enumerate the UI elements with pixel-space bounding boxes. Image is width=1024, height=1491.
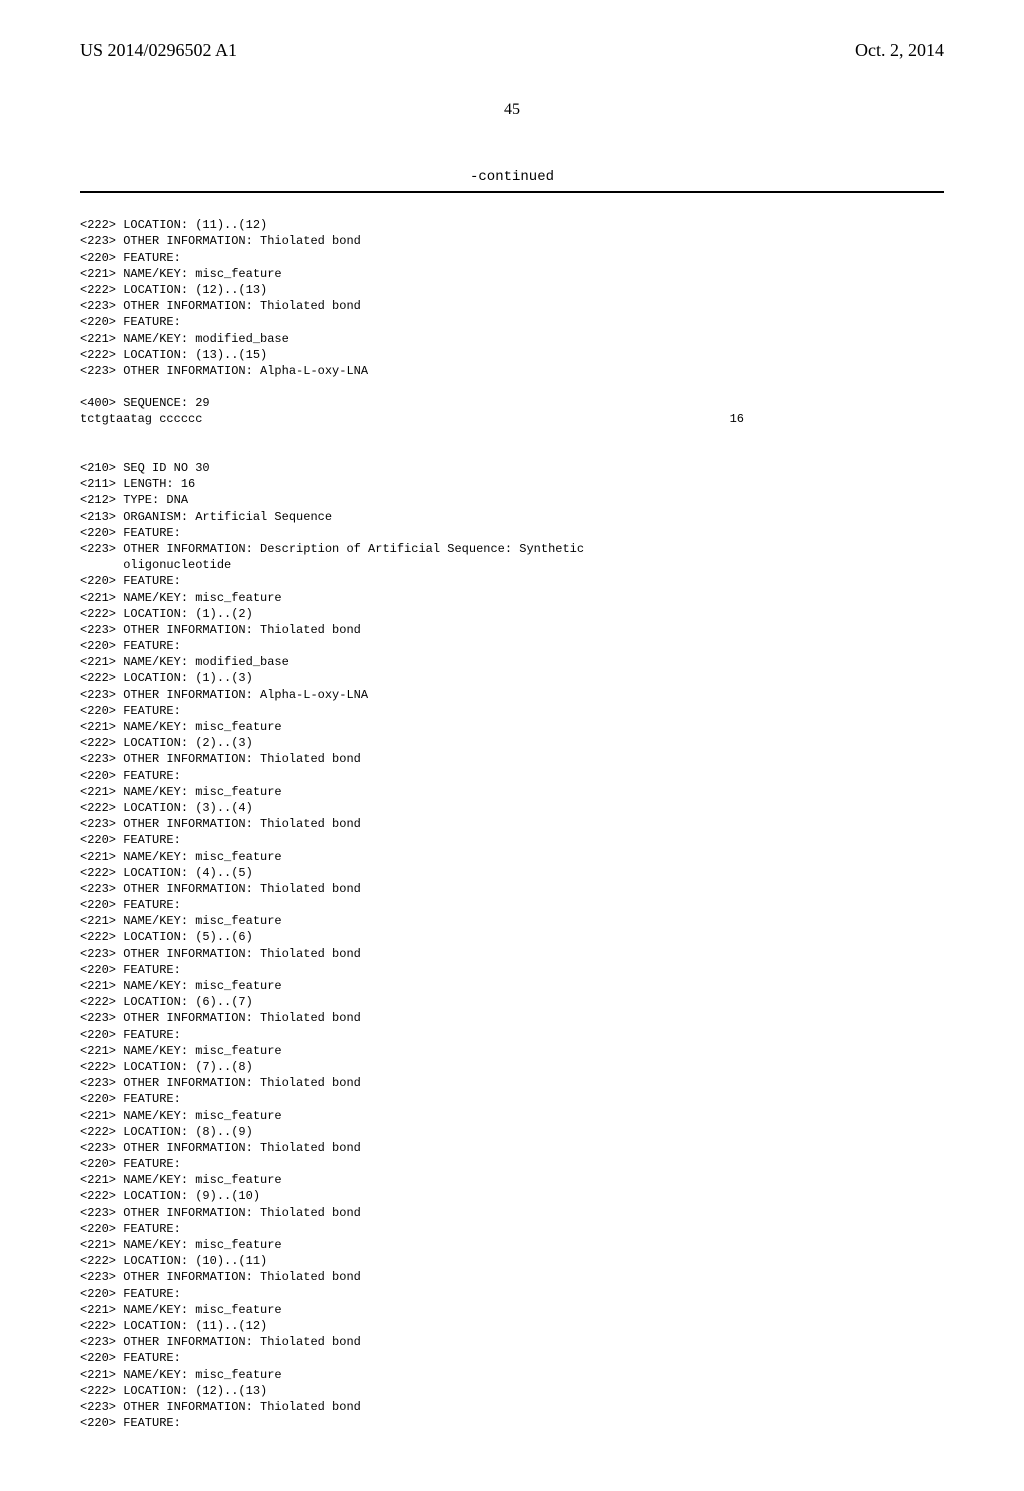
line: <222> LOCATION: (12)..(13) <box>80 283 267 297</box>
publication-number: US 2014/0296502 A1 <box>80 40 237 61</box>
line: <221> NAME/KEY: misc_feature <box>80 591 282 605</box>
line: <222> LOCATION: (1)..(2) <box>80 607 253 621</box>
line: <223> OTHER INFORMATION: Alpha-L-oxy-LNA <box>80 688 368 702</box>
line: <221> NAME/KEY: misc_feature <box>80 1173 282 1187</box>
line: <223> OTHER INFORMATION: Thiolated bond <box>80 623 361 637</box>
sequence-listing: <210> SEQ ID NO 30 <211> LENGTH: 16 <212… <box>80 428 944 1432</box>
line: <223> OTHER INFORMATION: Thiolated bond <box>80 1335 361 1349</box>
line: <220> FEATURE: <box>80 251 181 265</box>
line: <220> FEATURE: <box>80 315 181 329</box>
line: <221> NAME/KEY: misc_feature <box>80 979 282 993</box>
line: <220> FEATURE: <box>80 574 181 588</box>
header-row: US 2014/0296502 A1 Oct. 2, 2014 <box>80 40 944 61</box>
line: <222> LOCATION: (10)..(11) <box>80 1254 267 1268</box>
line: <213> ORGANISM: Artificial Sequence <box>80 510 332 524</box>
line: <221> NAME/KEY: misc_feature <box>80 785 282 799</box>
top-rule <box>80 191 944 193</box>
line: <222> LOCATION: (11)..(12) <box>80 1319 267 1333</box>
line: <220> FEATURE: <box>80 526 181 540</box>
line: <220> FEATURE: <box>80 639 181 653</box>
line: <223> OTHER INFORMATION: Description of … <box>80 542 584 556</box>
sequence-length: 16 <box>730 411 944 427</box>
line: <212> TYPE: DNA <box>80 493 188 507</box>
line: <222> LOCATION: (13)..(15) <box>80 348 267 362</box>
line: <221> NAME/KEY: modified_base <box>80 655 289 669</box>
line: <211> LENGTH: 16 <box>80 477 195 491</box>
line: <221> NAME/KEY: misc_feature <box>80 267 282 281</box>
line: <222> LOCATION: (3)..(4) <box>80 801 253 815</box>
line: <223> OTHER INFORMATION: Thiolated bond <box>80 752 361 766</box>
line: <220> FEATURE: <box>80 1028 181 1042</box>
line: <210> SEQ ID NO 30 <box>80 461 210 475</box>
line: <220> FEATURE: <box>80 833 181 847</box>
line: <223> OTHER INFORMATION: Thiolated bond <box>80 234 361 248</box>
line: <221> NAME/KEY: misc_feature <box>80 1368 282 1382</box>
page: US 2014/0296502 A1 Oct. 2, 2014 45 -cont… <box>0 0 1024 1491</box>
line: <221> NAME/KEY: misc_feature <box>80 850 282 864</box>
line: <223> OTHER INFORMATION: Thiolated bond <box>80 1270 361 1284</box>
line: <222> LOCATION: (6)..(7) <box>80 995 253 1009</box>
line: <223> OTHER INFORMATION: Thiolated bond <box>80 1141 361 1155</box>
line: <220> FEATURE: <box>80 1416 181 1430</box>
line: <220> FEATURE: <box>80 963 181 977</box>
line: <223> OTHER INFORMATION: Thiolated bond <box>80 882 361 896</box>
line: <221> NAME/KEY: misc_feature <box>80 1238 282 1252</box>
line: <220> FEATURE: <box>80 1351 181 1365</box>
line: <223> OTHER INFORMATION: Alpha-L-oxy-LNA <box>80 364 368 378</box>
line: <222> LOCATION: (8)..(9) <box>80 1125 253 1139</box>
line: <220> FEATURE: <box>80 898 181 912</box>
line: <223> OTHER INFORMATION: Thiolated bond <box>80 299 361 313</box>
line: <223> OTHER INFORMATION: Thiolated bond <box>80 1011 361 1025</box>
line: <220> FEATURE: <box>80 769 181 783</box>
line: <221> NAME/KEY: misc_feature <box>80 914 282 928</box>
line: <221> NAME/KEY: misc_feature <box>80 1303 282 1317</box>
line: <222> LOCATION: (2)..(3) <box>80 736 253 750</box>
line: <223> OTHER INFORMATION: Thiolated bond <box>80 817 361 831</box>
line: <223> OTHER INFORMATION: Thiolated bond <box>80 947 361 961</box>
line: <222> LOCATION: (5)..(6) <box>80 930 253 944</box>
line: <220> FEATURE: <box>80 704 181 718</box>
line: <222> LOCATION: (9)..(10) <box>80 1189 260 1203</box>
line: <223> OTHER INFORMATION: Thiolated bond <box>80 1076 361 1090</box>
sequence-line: tctgtaatag cccccc 16 <box>80 411 944 427</box>
continued-label: -continued <box>80 169 944 185</box>
line: <222> LOCATION: (12)..(13) <box>80 1384 267 1398</box>
line: <221> NAME/KEY: misc_feature <box>80 1109 282 1123</box>
line: <223> OTHER INFORMATION: Thiolated bond <box>80 1206 361 1220</box>
line: <221> NAME/KEY: modified_base <box>80 332 289 346</box>
page-number: 45 <box>80 101 944 119</box>
publication-date: Oct. 2, 2014 <box>855 40 944 61</box>
line: <220> FEATURE: <box>80 1222 181 1236</box>
line: <220> FEATURE: <box>80 1287 181 1301</box>
line: <222> LOCATION: (11)..(12) <box>80 218 267 232</box>
line: <220> FEATURE: <box>80 1157 181 1171</box>
line: <222> LOCATION: (7)..(8) <box>80 1060 253 1074</box>
line: <400> SEQUENCE: 29 <box>80 396 210 410</box>
line: <223> OTHER INFORMATION: Thiolated bond <box>80 1400 361 1414</box>
line: <222> LOCATION: (1)..(3) <box>80 671 253 685</box>
line: <222> LOCATION: (4)..(5) <box>80 866 253 880</box>
line: <221> NAME/KEY: misc_feature <box>80 720 282 734</box>
sequence-listing: <222> LOCATION: (11)..(12) <223> OTHER I… <box>80 201 944 411</box>
line: oligonucleotide <box>80 558 231 572</box>
sequence-text: tctgtaatag cccccc <box>80 411 202 427</box>
line: <221> NAME/KEY: misc_feature <box>80 1044 282 1058</box>
line: <220> FEATURE: <box>80 1092 181 1106</box>
